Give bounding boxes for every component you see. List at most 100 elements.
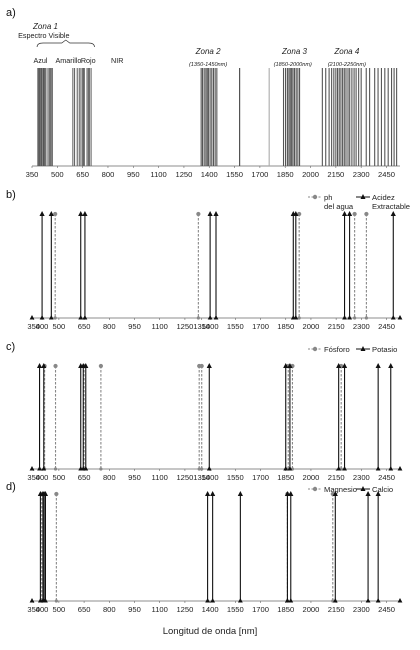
x-tick-label: 2450 (378, 605, 395, 614)
spike-base-marker (283, 466, 289, 471)
x-axis-label: Longitud de onda [nm] (163, 626, 258, 637)
x-tick-label: 2150 (327, 170, 344, 179)
x-tick-label: 2150 (328, 605, 345, 614)
x-tick-label: 1250 (176, 322, 193, 331)
x-tick-label: 800 (102, 170, 115, 179)
panel-label: b) (6, 189, 16, 201)
spike-marker (297, 211, 302, 217)
x-tick-label: 2300 (353, 473, 370, 482)
spike-marker (341, 363, 348, 368)
baseline-start-marker (29, 466, 35, 471)
x-tick-label: 2300 (353, 322, 370, 331)
spike-marker (196, 211, 201, 217)
x-tick-label: 2300 (353, 170, 370, 179)
panel-label: d) (6, 481, 16, 493)
x-tick-label: 1100 (152, 322, 168, 331)
x-tick-label: 2000 (302, 170, 319, 179)
spike-base-marker (196, 316, 200, 320)
spike-marker (83, 363, 89, 368)
spike-base-marker (332, 598, 338, 603)
x-tick-label: 2150 (328, 473, 345, 482)
legend-label: Fósforo (324, 345, 350, 354)
x-tick-label: 2150 (328, 322, 345, 331)
legend-label: Magnesio (324, 485, 357, 494)
legend-marker (312, 346, 318, 352)
x-tick-label: 1350 (193, 322, 210, 331)
x-tick-label: 1700 (252, 473, 269, 482)
x-tick-label: 350 (27, 322, 40, 331)
legend-label: Acidez Extractable (372, 193, 410, 211)
spike-base-marker (293, 315, 299, 320)
spike-marker (204, 491, 211, 496)
spike-marker (53, 211, 58, 217)
baseline-end-marker (397, 598, 403, 603)
legend-marker (312, 194, 318, 200)
annotation-text: Zona 2 (195, 47, 221, 56)
x-tick-label: 800 (103, 473, 116, 482)
spike-base-marker (82, 315, 88, 320)
spike-base-marker (83, 466, 89, 471)
x-tick-label: 1550 (227, 473, 244, 482)
spike-base-marker (197, 467, 201, 471)
spike-base-marker (353, 316, 357, 320)
x-tick-label: 1250 (175, 170, 192, 179)
spike-marker (352, 211, 357, 217)
legend-marker (360, 486, 366, 491)
spike-marker (41, 363, 47, 368)
spike-marker (78, 211, 84, 216)
x-tick-label: 2000 (302, 322, 319, 331)
annotation-text: Zona 1 (32, 22, 58, 31)
x-tick-label: 400 (36, 473, 49, 482)
x-tick-label: 350 (26, 170, 39, 179)
spike-marker (390, 211, 396, 216)
spike-base-marker (53, 316, 57, 320)
x-tick-label: 1400 (202, 473, 219, 482)
spike-marker (39, 211, 45, 216)
spike-base-marker (287, 466, 293, 471)
x-tick-label: 1850 (277, 473, 294, 482)
x-tick-label: 650 (78, 322, 91, 331)
spike-base-marker (375, 466, 381, 471)
chart-panels: a) 350 500 650 800 950 1100 1250 1400 1550 1700 185… (6, 7, 410, 614)
x-tick-label: 2000 (302, 605, 319, 614)
annotation-text: (1350-1450nm) (189, 62, 227, 68)
spike-marker (346, 211, 353, 216)
spike-marker (53, 363, 58, 369)
annotation-text: Azul (33, 56, 47, 65)
x-tick-label: 650 (78, 473, 91, 482)
spike-marker (36, 363, 43, 368)
spike-base-marker (342, 466, 347, 471)
x-tick-label: 2000 (302, 473, 319, 482)
baseline-start-marker (29, 315, 35, 320)
annotation-text: (2100-2250nm) (328, 62, 366, 68)
spike-marker (210, 491, 216, 496)
spike-base-marker (54, 599, 58, 603)
annotation-text: Zona 4 (333, 47, 359, 56)
x-tick-label: 1400 (201, 170, 218, 179)
x-tick-label: 1700 (252, 322, 269, 331)
spike-marker (365, 491, 371, 496)
x-tick-label: 2300 (353, 605, 370, 614)
x-tick-label: 350 (27, 473, 40, 482)
spike-base-marker (41, 466, 47, 471)
spike-marker (375, 363, 381, 368)
spike-marker (207, 211, 213, 216)
spike-marker (213, 211, 219, 216)
spike-base-marker (213, 315, 219, 320)
spike-marker (199, 363, 204, 369)
spike-base-marker (364, 316, 368, 320)
spike-base-marker (207, 315, 213, 320)
spike-base-marker (210, 598, 216, 603)
x-tick-label: 400 (36, 322, 49, 331)
x-tick-label: 1550 (227, 605, 244, 614)
spike-base-marker (390, 315, 396, 320)
spike-base-marker (365, 598, 371, 603)
x-tick-label: 950 (128, 322, 141, 331)
spike-base-marker (342, 315, 347, 320)
legend-marker (360, 194, 366, 199)
x-tick-label: 650 (78, 605, 91, 614)
panel-label: c) (6, 341, 15, 353)
x-tick-label: 350 (27, 605, 40, 614)
spike-marker (48, 211, 54, 216)
baseline-end-marker (397, 466, 403, 471)
